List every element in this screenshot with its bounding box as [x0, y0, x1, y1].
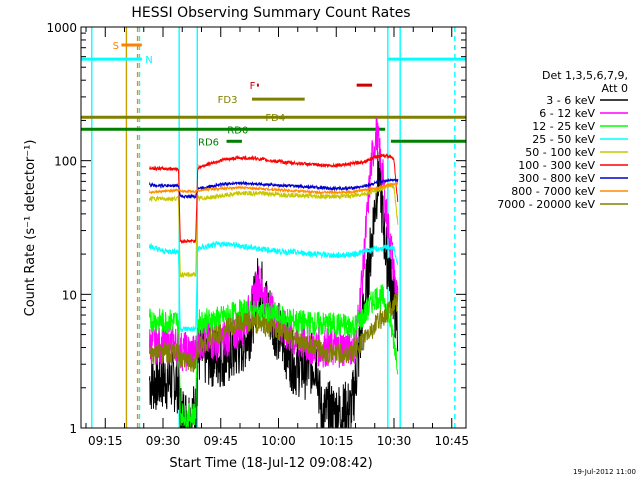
- x-tick-label-2: 09:45: [203, 434, 238, 448]
- legend-label-6: 300 - 800 keV: [518, 172, 595, 185]
- x-tick-label-3: 10:00: [261, 434, 296, 448]
- flag-label-fd3: FD3: [218, 95, 238, 106]
- series-line-4: [149, 183, 399, 278]
- x-tick-label-0: 09:15: [88, 434, 123, 448]
- x-tick-label-6: 10:45: [434, 434, 469, 448]
- series-line-2: [149, 283, 399, 428]
- flag-label-s: S: [113, 41, 119, 52]
- x-tick-label-5: 10:30: [377, 434, 412, 448]
- series-line-3: [149, 240, 398, 332]
- date-stamp: 19-Jul-2012 11:00: [573, 468, 636, 476]
- x-tick-label-1: 09:30: [146, 434, 181, 448]
- flag-label-rd0: RD0: [227, 125, 248, 136]
- legend-label-0: 3 - 6 keV: [546, 94, 595, 107]
- legend-label-4: 50 - 100 keV: [525, 146, 595, 159]
- y-tick-label-3: 1000: [46, 21, 77, 35]
- x-axis-label: Start Time (18-Jul-12 09:08:42): [169, 456, 372, 471]
- chart-title: HESSI Observing Summary Count Rates: [131, 5, 410, 21]
- legend-label-8: 7000 - 20000 keV: [497, 198, 595, 211]
- flag-label-rd6: RD6: [198, 137, 219, 148]
- series-line-5: [149, 153, 399, 244]
- y-axis-label: Count Rate (s⁻¹ detector⁻¹): [23, 140, 38, 317]
- legend-label-3: 25 - 50 keV: [532, 133, 595, 146]
- y-tick-label-0: 1: [69, 422, 77, 436]
- legend-header-1: Att 0: [602, 82, 628, 95]
- flag-label-fd4: FD4: [265, 113, 285, 124]
- plot-frame: [80, 26, 467, 429]
- series-line-7: [149, 181, 399, 195]
- y-tick-label-2: 100: [54, 155, 77, 169]
- flag-label-f: F: [250, 81, 256, 92]
- legend-label-5: 100 - 300 keV: [518, 159, 595, 172]
- legend-label-7: 800 - 7000 keV: [511, 185, 595, 198]
- y-tick-label-1: 10: [62, 288, 77, 302]
- legend-header-0: Det 1,3,5,6,7,9,: [542, 69, 628, 82]
- x-tick-label-4: 10:15: [319, 434, 354, 448]
- series-line-6: [149, 177, 399, 200]
- series-line-8: [149, 291, 399, 373]
- legend-label-1: 6 - 12 keV: [539, 107, 595, 120]
- flag-label-n: N: [145, 55, 152, 66]
- legend-label-2: 12 - 25 keV: [532, 120, 595, 133]
